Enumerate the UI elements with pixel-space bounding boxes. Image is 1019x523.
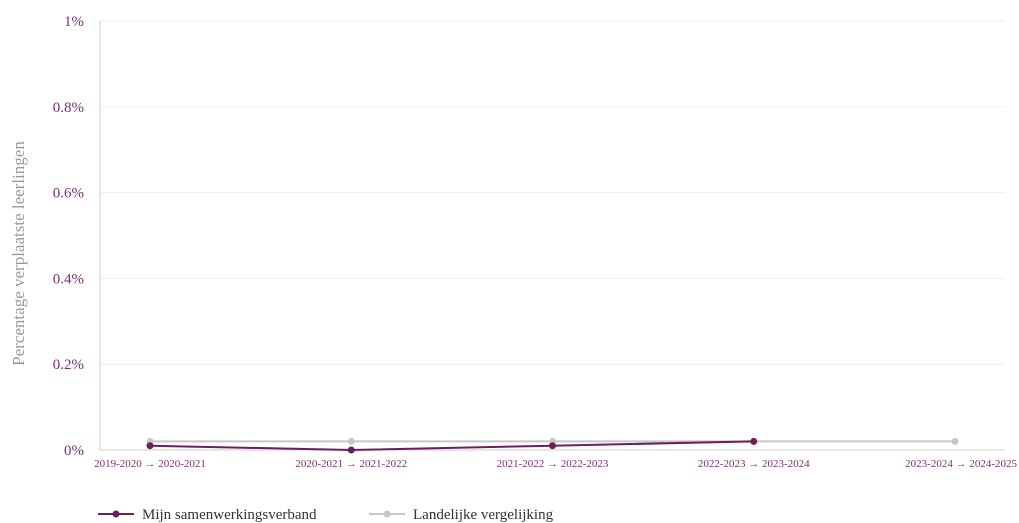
y-tick-label: 0.4% [53,271,84,287]
x-tick-label: 2023-2024 → 2024-2025 [905,458,1017,470]
x-tick-label: 2019-2020 → 2020-2021 [94,458,206,470]
series-layer [146,437,959,454]
x-tick-label: 2021-2022 → 2022-2023 [497,458,609,470]
data-point[interactable] [750,437,758,445]
x-axis-ticks: 2019-2020 → 2020-2021 2020-2021 → 2021-20… [94,458,1017,470]
legend-marker [383,510,391,518]
y-axis-ticks: 0% 0.2% 0.4% 0.6% 0.8% 1% [53,14,84,459]
y-tick-label: 0.8% [53,100,84,116]
legend-marker [112,510,120,518]
data-point[interactable] [146,442,154,450]
data-point[interactable] [951,437,959,445]
y-tick-label: 0.2% [53,357,84,373]
y-tick-label: 0.6% [53,186,84,202]
legend-item[interactable]: Landelijke vergelijking [369,507,554,523]
legend-label: Landelijke vergelijking [413,507,554,523]
x-tick-label: 2022-2023 → 2023-2024 [698,458,810,470]
x-tick-label: 2020-2021 → 2021-2022 [295,458,407,470]
y-tick-label: 1% [64,14,84,30]
legend-label: Mijn samenwerkingsverband [142,507,317,523]
legend-item[interactable]: Mijn samenwerkingsverband [98,507,317,523]
legend[interactable]: Mijn samenwerkingsverband Landelijke verg… [98,507,554,523]
data-point[interactable] [347,437,355,445]
data-point[interactable] [347,446,355,454]
series-mijn-samenwerkingsverband [146,437,758,454]
axes [99,21,1005,451]
y-tick-label: 0% [64,443,84,459]
y-axis-label: Percentage verplaatste leerlingen [9,141,28,366]
series-line [149,440,754,452]
grid-lines [100,20,1005,365]
data-point[interactable] [549,442,556,450]
